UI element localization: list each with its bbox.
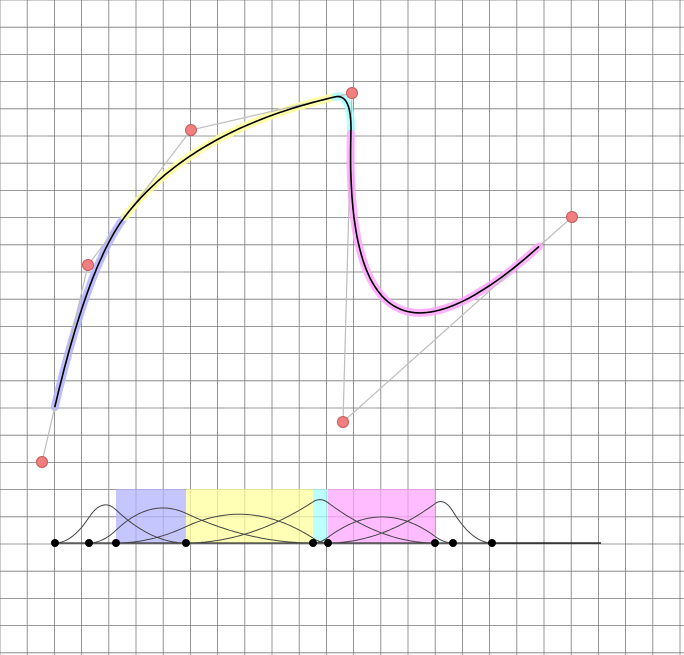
knot-marker-k0[interactable]: [51, 539, 59, 547]
knot-marker-k1[interactable]: [85, 539, 93, 547]
knot-markers: [51, 539, 496, 547]
basis-span-band: [116, 489, 186, 543]
basis-span-band: [313, 489, 328, 543]
knot-marker-k7[interactable]: [449, 539, 457, 547]
control-point-p5[interactable]: [566, 211, 578, 223]
curve-segment-highlight: [331, 92, 355, 138]
control-polygon: [41, 92, 573, 463]
curve-segment-highlight: [50, 213, 129, 412]
curve-segment-highlight: [346, 129, 543, 317]
knot-marker-k4[interactable]: [309, 539, 317, 547]
basis-function-5: [55, 501, 492, 544]
curve-segment-highlight: [120, 92, 339, 221]
basis-span-band: [186, 489, 313, 543]
control-polygon-line: [41, 92, 573, 463]
control-point-p2[interactable]: [185, 124, 197, 136]
control-point-p0[interactable]: [36, 456, 48, 468]
control-point-p3[interactable]: [346, 87, 358, 99]
control-points: [36, 87, 578, 468]
knot-marker-k8[interactable]: [488, 539, 496, 547]
knot-marker-k3[interactable]: [182, 539, 190, 547]
basis-span-band: [328, 489, 435, 543]
knot-marker-k6[interactable]: [431, 539, 439, 547]
knot-marker-k2[interactable]: [112, 539, 120, 547]
curve-segment-highlights: [50, 92, 543, 412]
spline-curve: [54, 95, 540, 408]
control-point-p1[interactable]: [82, 259, 94, 271]
knot-marker-k5[interactable]: [324, 539, 332, 547]
control-point-p4[interactable]: [337, 416, 349, 428]
